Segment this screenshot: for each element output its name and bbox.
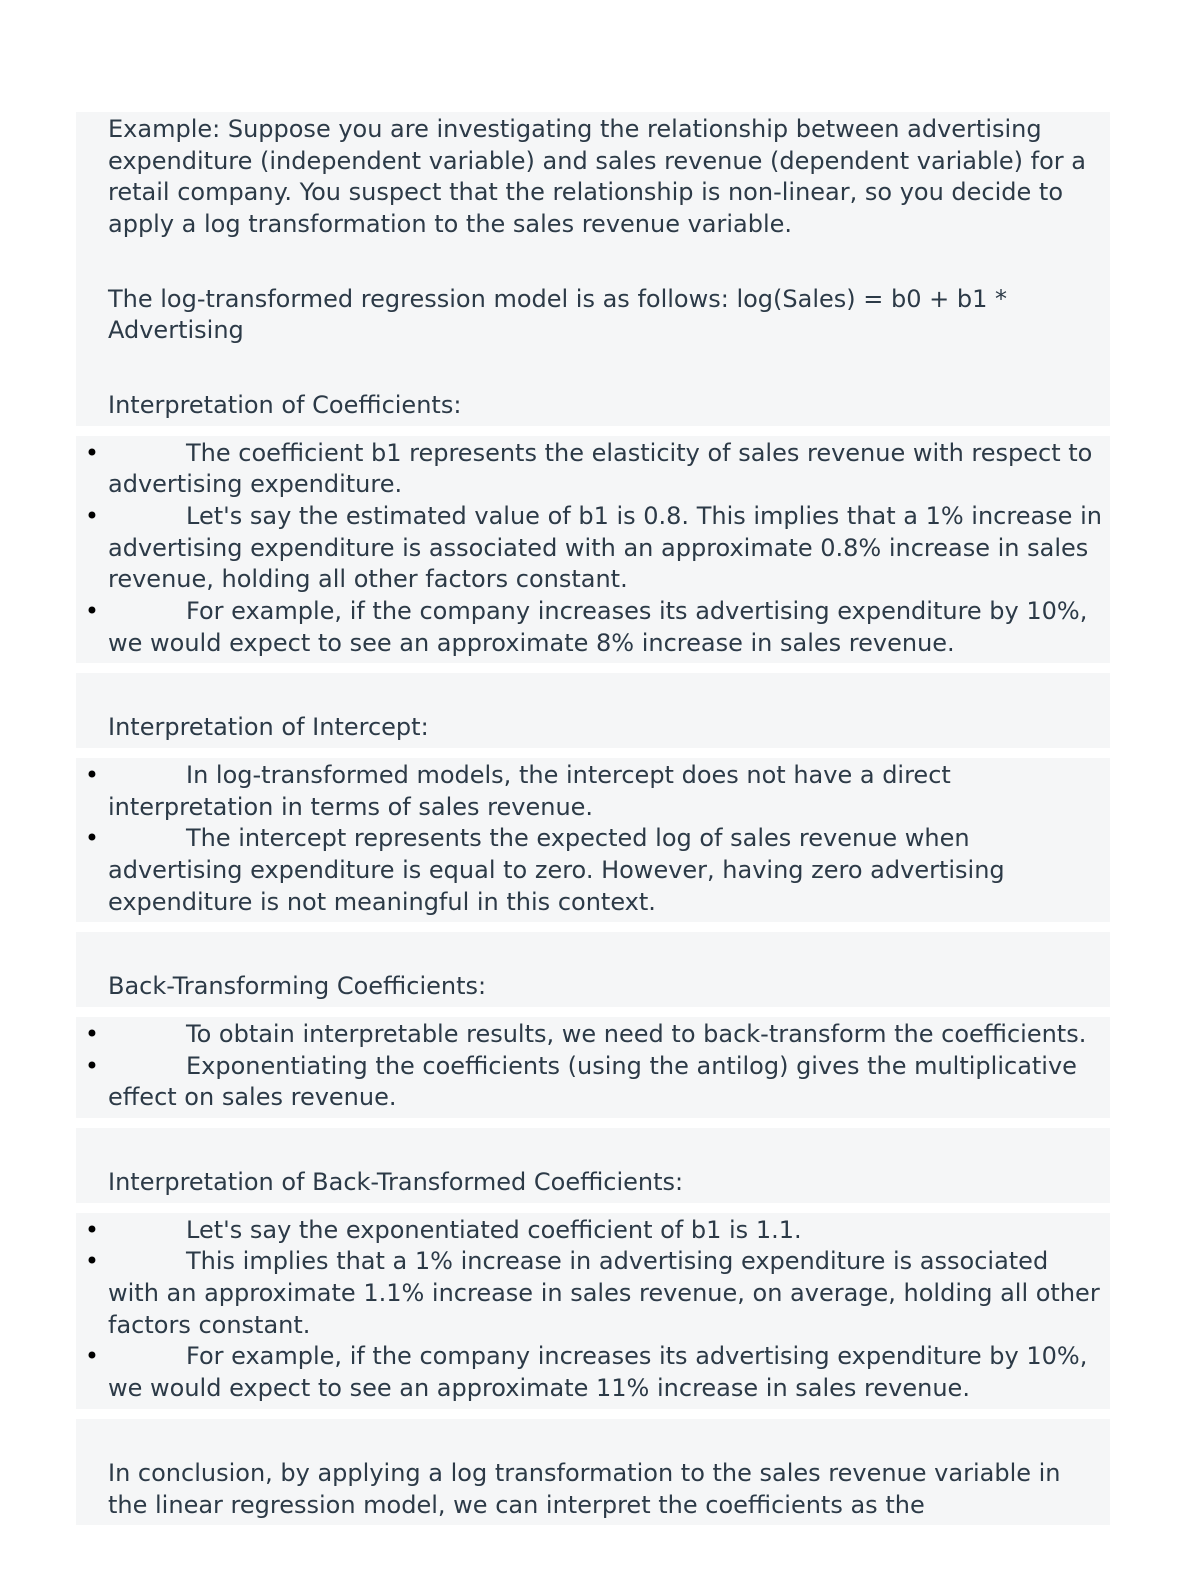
section-gap: [76, 663, 1110, 673]
heading-coefficients: Interpretation of Coefficients:: [76, 388, 1110, 426]
list-item-content: For example, if the company increases it…: [108, 597, 1087, 657]
blank-line: [76, 673, 1110, 710]
blank-line: [76, 351, 1110, 388]
list-item: • This implies that a 1% increase in adv…: [76, 1246, 1104, 1341]
list-item-text: In log-transformed models, the intercept…: [108, 760, 1104, 823]
back-transform-list: • To obtain interpretable results, we ne…: [76, 1017, 1110, 1118]
list-item-text: The intercept represents the expected lo…: [108, 823, 1104, 918]
bullet-icon: •: [76, 1019, 108, 1051]
list-item-text: The coefficient b1 represents the elasti…: [108, 438, 1104, 501]
list-item-content: This implies that a 1% increase in adver…: [108, 1247, 1100, 1338]
section-gap: [76, 1203, 1110, 1213]
list-item-content: For example, if the company increases it…: [108, 1342, 1087, 1402]
heading-back-transform-interp: Interpretation of Back-Transformed Coeff…: [76, 1165, 1110, 1203]
blank-line: [76, 245, 1110, 282]
list-item: • The intercept represents the expected …: [76, 823, 1104, 918]
bullet-icon: •: [76, 438, 108, 470]
list-item-content: To obtain interpretable results, we need…: [186, 1020, 1086, 1048]
section-gap: [76, 426, 1110, 436]
bullet-icon: •: [76, 1341, 108, 1373]
list-item-text: Let's say the estimated value of b1 is 0…: [108, 501, 1104, 596]
blank-line: [76, 1128, 1110, 1165]
heading-back-transform: Back-Transforming Coefficients:: [76, 969, 1110, 1007]
list-item-text: For example, if the company increases it…: [108, 1341, 1104, 1404]
list-item-content: Let's say the exponentiated coefficient …: [186, 1216, 802, 1244]
heading-intercept: Interpretation of Intercept:: [76, 710, 1110, 748]
list-item-text: This implies that a 1% increase in adver…: [108, 1246, 1104, 1341]
section-gap: [76, 748, 1110, 758]
list-item: • Let's say the estimated value of b1 is…: [76, 501, 1104, 596]
bullet-icon: •: [76, 760, 108, 792]
conclusion-paragraph: In conclusion, by applying a log transfo…: [76, 1456, 1110, 1525]
list-item: • For example, if the company increases …: [76, 1341, 1104, 1404]
section-gap: [76, 1409, 1110, 1419]
list-item-content: In log-transformed models, the intercept…: [108, 761, 951, 821]
model-equation-paragraph: The log-transformed regression model is …: [76, 282, 1110, 351]
list-item-content: The coefficient b1 represents the elasti…: [108, 439, 1092, 499]
bullet-icon: •: [76, 596, 108, 628]
list-item: • For example, if the company increases …: [76, 596, 1104, 659]
document-page: Example: Suppose you are investigating t…: [0, 0, 1200, 1585]
list-item: • In log-transformed models, the interce…: [76, 760, 1104, 823]
blank-line: [76, 932, 1110, 969]
example-paragraph: Example: Suppose you are investigating t…: [76, 112, 1110, 245]
bullet-icon: •: [76, 1051, 108, 1083]
list-item: • The coefficient b1 represents the elas…: [76, 438, 1104, 501]
intercept-list: • In log-transformed models, the interce…: [76, 758, 1110, 922]
coefficients-list: • The coefficient b1 represents the elas…: [76, 436, 1110, 664]
section-gap: [76, 1007, 1110, 1017]
list-item: • To obtain interpretable results, we ne…: [76, 1019, 1104, 1051]
bullet-icon: •: [76, 823, 108, 855]
section-gap: [76, 922, 1110, 932]
list-item: • Let's say the exponentiated coefficien…: [76, 1215, 1104, 1247]
list-item-content: The intercept represents the expected lo…: [108, 824, 1005, 915]
list-item-text: Exponentiating the coefficients (using t…: [108, 1051, 1104, 1114]
list-item-content: Let's say the estimated value of b1 is 0…: [108, 502, 1102, 593]
back-transform-interp-list: • Let's say the exponentiated coefficien…: [76, 1213, 1110, 1409]
bullet-icon: •: [76, 1246, 108, 1278]
bullet-icon: •: [76, 501, 108, 533]
list-item-text: For example, if the company increases it…: [108, 596, 1104, 659]
list-item-text: Let's say the exponentiated coefficient …: [108, 1215, 1104, 1247]
section-gap: [76, 1118, 1110, 1128]
blank-line: [76, 1419, 1110, 1456]
list-item: • Exponentiating the coefficients (using…: [76, 1051, 1104, 1114]
list-item-content: Exponentiating the coefficients (using t…: [108, 1052, 1077, 1112]
list-item-text: To obtain interpretable results, we need…: [108, 1019, 1104, 1051]
bullet-icon: •: [76, 1215, 108, 1247]
